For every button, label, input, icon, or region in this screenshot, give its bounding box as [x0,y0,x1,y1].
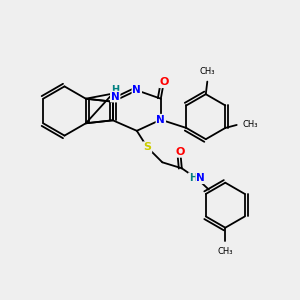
Text: N: N [156,115,165,125]
Text: CH₃: CH₃ [200,67,215,76]
Text: N: N [196,173,205,183]
Text: O: O [176,147,185,157]
Text: CH₃: CH₃ [218,247,233,256]
Text: H: H [189,173,197,183]
Text: S: S [143,142,151,152]
Text: N: N [111,92,120,102]
Text: H: H [111,85,119,95]
Text: N: N [132,85,141,95]
Text: O: O [159,77,169,87]
Text: CH₃: CH₃ [242,121,258,130]
